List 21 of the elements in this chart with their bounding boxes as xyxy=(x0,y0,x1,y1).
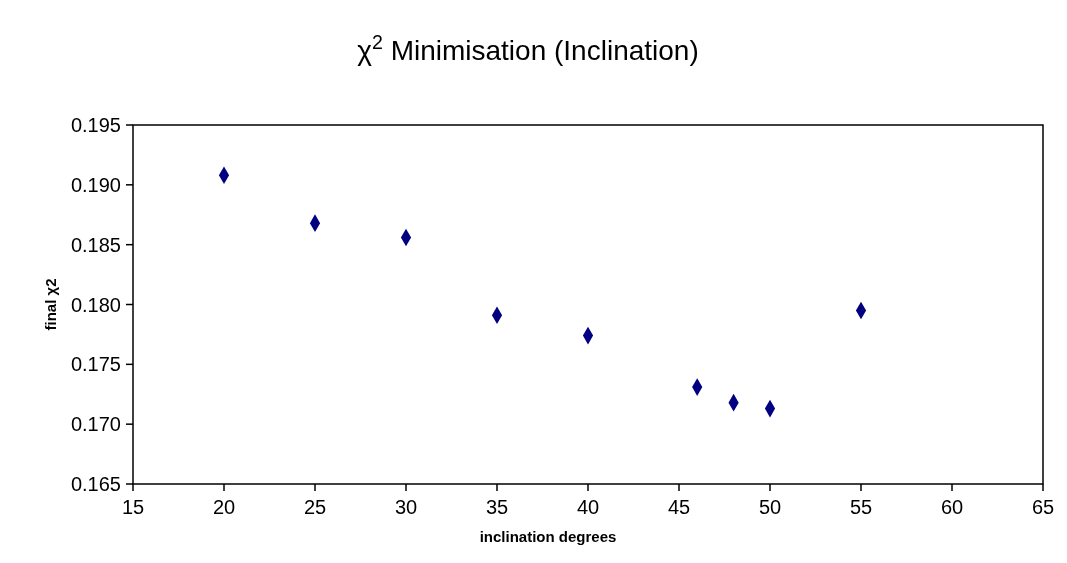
x-tick-label: 65 xyxy=(1031,496,1055,518)
x-tick-label: 60 xyxy=(940,496,964,518)
y-tick-label: 0.190 xyxy=(70,173,121,196)
y-tick-label: 0.195 xyxy=(70,114,121,136)
x-tick-label: 45 xyxy=(667,496,691,518)
y-tick-label: 0.180 xyxy=(70,293,121,316)
y-tick-label: 0.185 xyxy=(70,233,121,256)
y-tick-label: 0.175 xyxy=(70,353,121,376)
x-axis-title: inclination degrees xyxy=(479,528,617,545)
y-tick-label: 0.170 xyxy=(70,413,121,436)
y-tick-label: 0.165 xyxy=(70,473,121,495)
x-tick-label: 35 xyxy=(485,496,509,518)
x-tick-label: 40 xyxy=(576,496,600,518)
x-tick-label: 15 xyxy=(121,496,145,518)
x-tick-label: 30 xyxy=(394,496,418,518)
x-tick-label: 20 xyxy=(212,496,236,518)
x-tick-label: 25 xyxy=(303,496,327,518)
chart-title: χ$^{2}$ Minimisation (Inclination) xyxy=(357,31,699,66)
x-tick-label: 55 xyxy=(849,496,873,518)
x-tick-label: 50 xyxy=(758,496,782,518)
y-axis-title: final χ2 xyxy=(42,278,59,331)
